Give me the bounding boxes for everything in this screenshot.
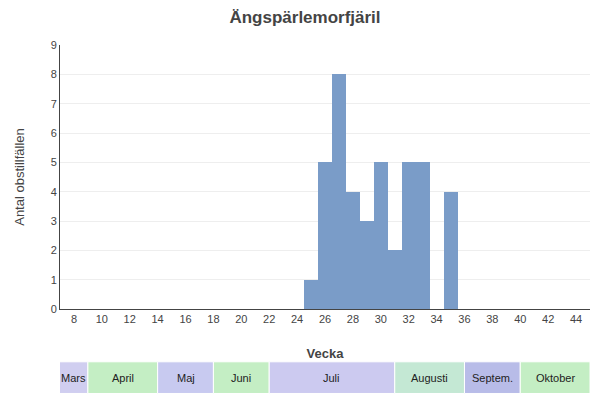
svg-text:20: 20 [235, 313, 247, 325]
svg-text:14: 14 [152, 313, 164, 325]
svg-text:Oktober: Oktober [536, 372, 575, 384]
svg-text:34: 34 [430, 313, 442, 325]
svg-text:26: 26 [319, 313, 331, 325]
svg-text:30: 30 [375, 313, 387, 325]
svg-text:16: 16 [179, 313, 191, 325]
svg-text:1: 1 [51, 274, 57, 286]
svg-text:7: 7 [51, 98, 57, 110]
svg-text:April: April [112, 372, 134, 384]
svg-text:0: 0 [51, 303, 57, 315]
svg-text:3: 3 [51, 215, 57, 227]
svg-text:6: 6 [51, 127, 57, 139]
svg-text:Juli: Juli [323, 372, 340, 384]
svg-text:24: 24 [291, 313, 303, 325]
svg-text:38: 38 [486, 313, 498, 325]
svg-text:32: 32 [403, 313, 415, 325]
svg-text:36: 36 [458, 313, 470, 325]
svg-text:28: 28 [347, 313, 359, 325]
svg-text:40: 40 [514, 313, 526, 325]
svg-text:42: 42 [542, 313, 554, 325]
svg-text:18: 18 [207, 313, 219, 325]
svg-text:4: 4 [51, 186, 57, 198]
svg-text:9: 9 [51, 39, 57, 51]
svg-text:Mars: Mars [61, 372, 86, 384]
svg-text:8: 8 [71, 313, 77, 325]
svg-text:10: 10 [96, 313, 108, 325]
svg-text:5: 5 [51, 156, 57, 168]
svg-text:Maj: Maj [177, 372, 195, 384]
svg-text:22: 22 [263, 313, 275, 325]
svg-text:Ängspärlemorfjäril: Ängspärlemorfjäril [229, 8, 380, 27]
svg-text:Augusti: Augusti [411, 372, 448, 384]
svg-text:Juni: Juni [231, 372, 251, 384]
svg-text:Antal obstillfällen: Antal obstillfällen [12, 128, 27, 226]
svg-text:8: 8 [51, 68, 57, 80]
svg-text:2: 2 [51, 244, 57, 256]
svg-text:Vecka: Vecka [307, 346, 345, 361]
svg-text:12: 12 [124, 313, 136, 325]
svg-text:44: 44 [570, 313, 582, 325]
svg-text:Septem.: Septem. [472, 372, 513, 384]
